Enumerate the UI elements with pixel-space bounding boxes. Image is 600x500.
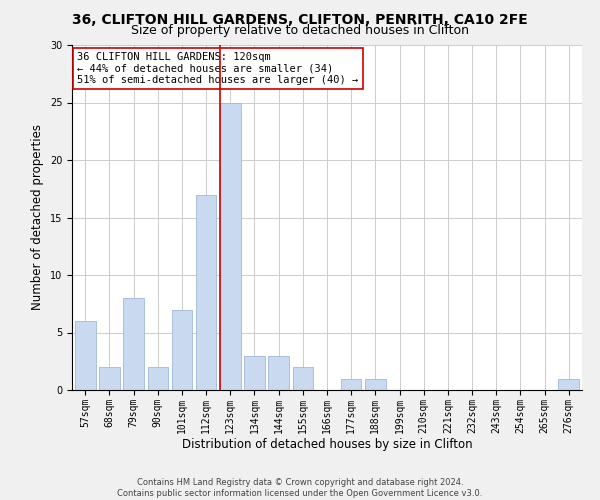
- Bar: [196, 194, 217, 390]
- Bar: [268, 356, 289, 390]
- Bar: [99, 367, 120, 390]
- Bar: [124, 298, 144, 390]
- X-axis label: Distribution of detached houses by size in Clifton: Distribution of detached houses by size …: [182, 438, 472, 452]
- Bar: [244, 356, 265, 390]
- Bar: [172, 310, 192, 390]
- Bar: [293, 367, 313, 390]
- Y-axis label: Number of detached properties: Number of detached properties: [31, 124, 44, 310]
- Text: 36, CLIFTON HILL GARDENS, CLIFTON, PENRITH, CA10 2FE: 36, CLIFTON HILL GARDENS, CLIFTON, PENRI…: [72, 12, 528, 26]
- Bar: [365, 378, 386, 390]
- Bar: [148, 367, 168, 390]
- Bar: [75, 321, 95, 390]
- Text: 36 CLIFTON HILL GARDENS: 120sqm
← 44% of detached houses are smaller (34)
51% of: 36 CLIFTON HILL GARDENS: 120sqm ← 44% of…: [77, 52, 358, 85]
- Bar: [559, 378, 579, 390]
- Text: Contains HM Land Registry data © Crown copyright and database right 2024.
Contai: Contains HM Land Registry data © Crown c…: [118, 478, 482, 498]
- Bar: [220, 102, 241, 390]
- Text: Size of property relative to detached houses in Clifton: Size of property relative to detached ho…: [131, 24, 469, 37]
- Bar: [341, 378, 361, 390]
